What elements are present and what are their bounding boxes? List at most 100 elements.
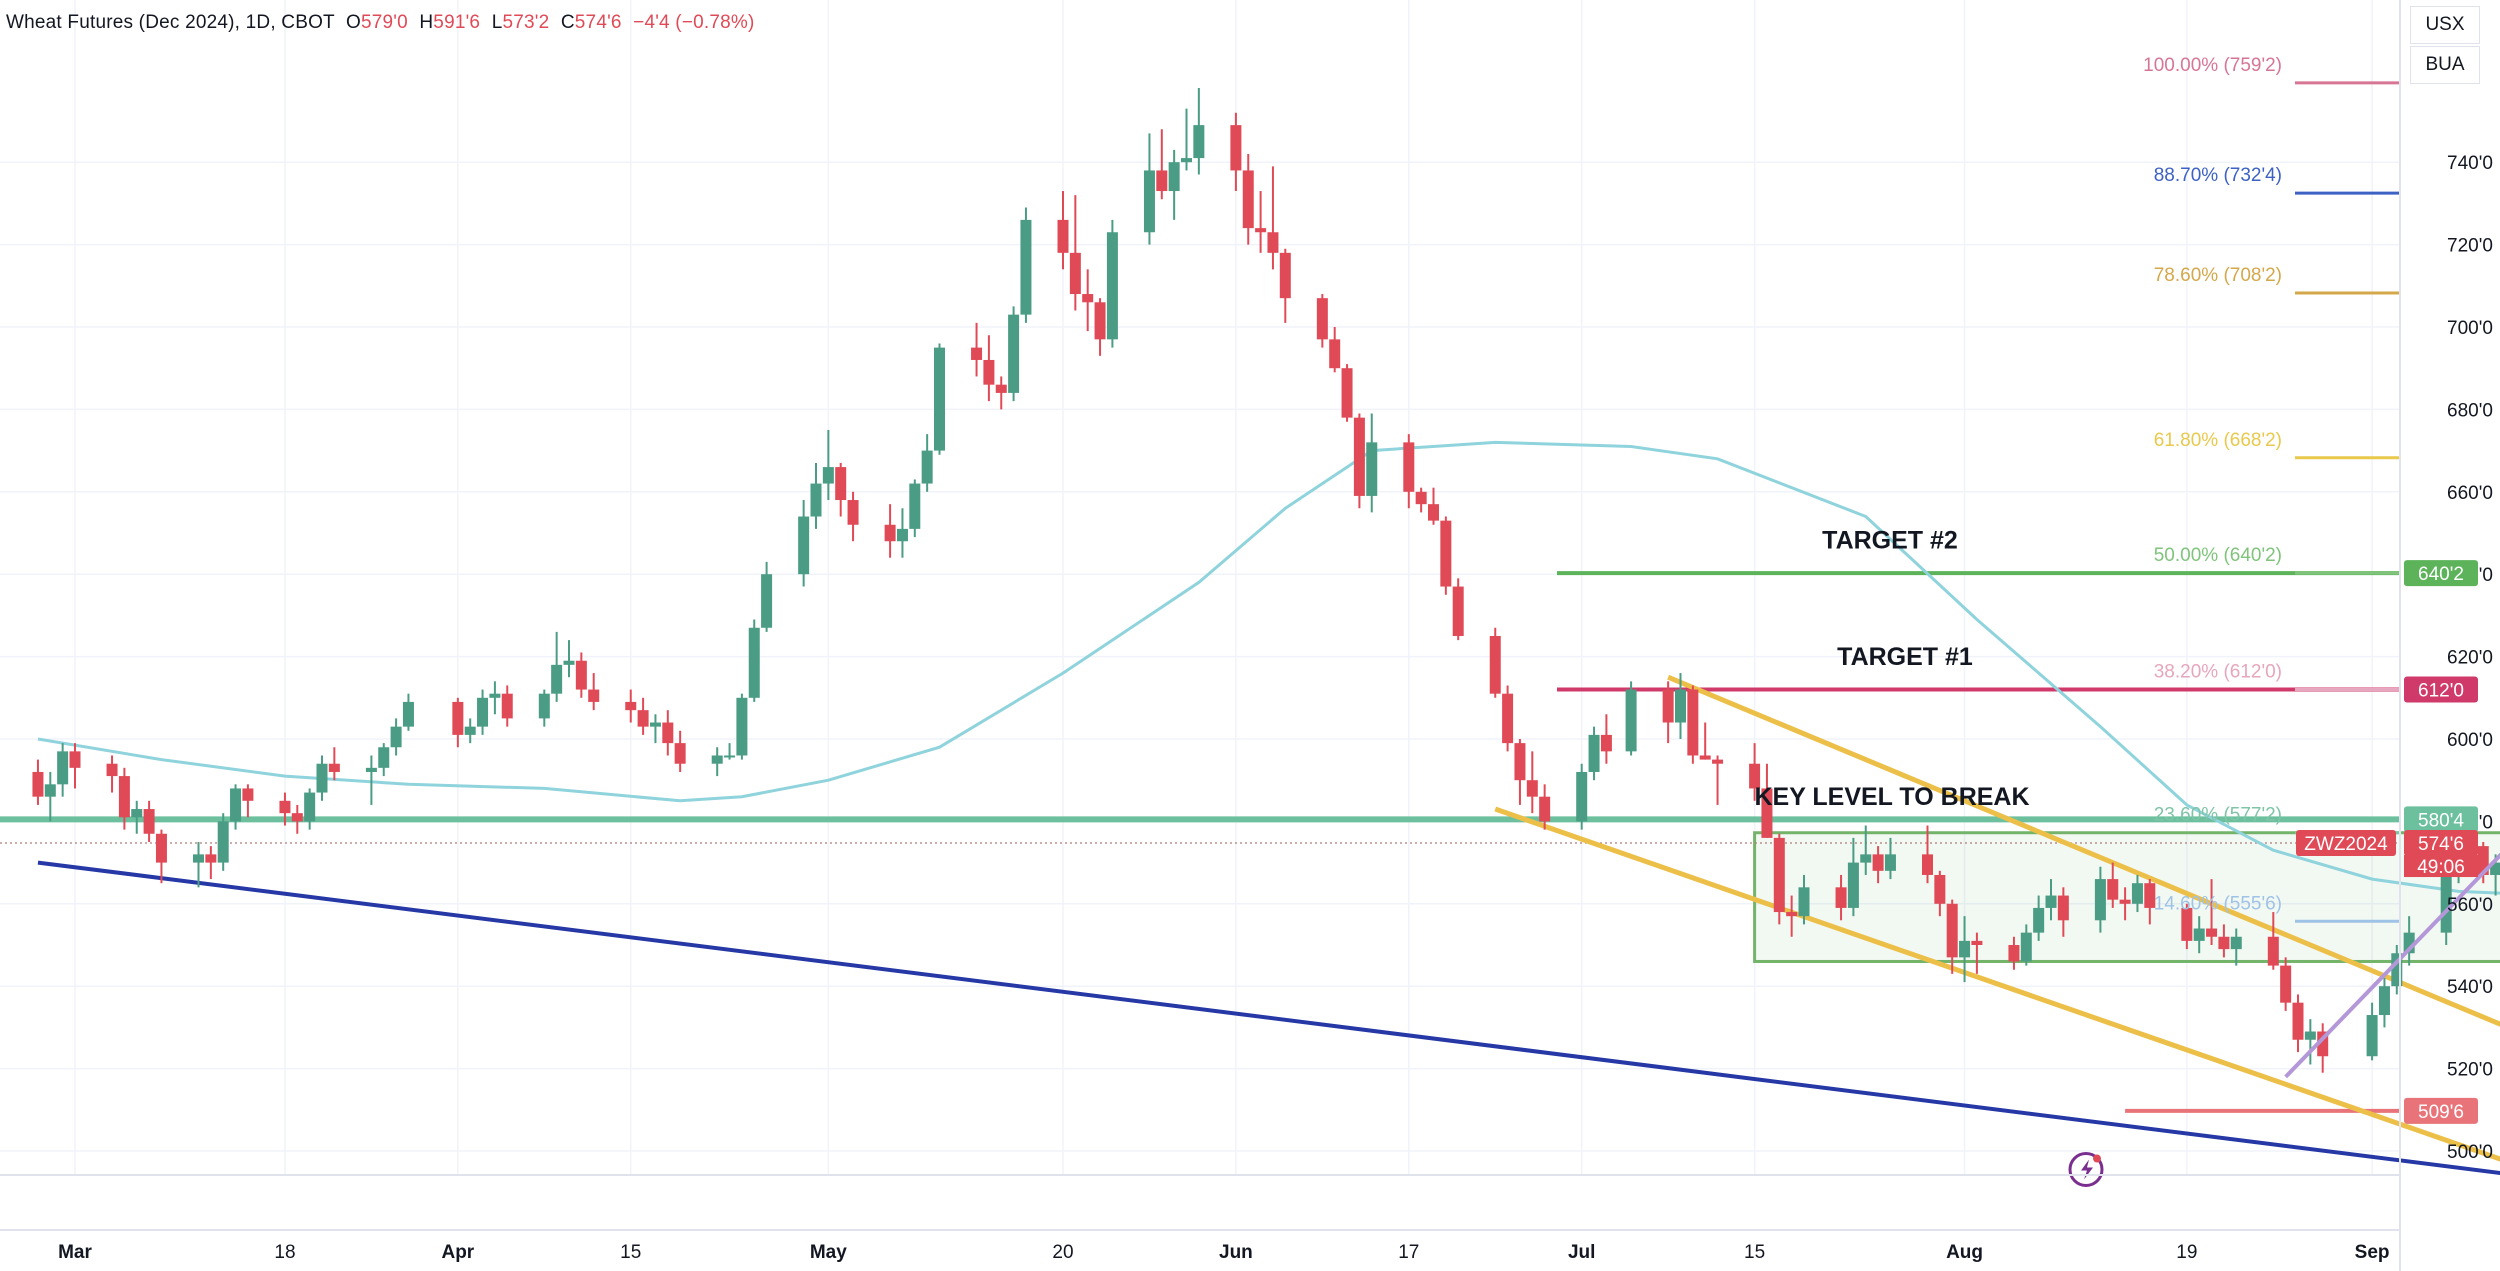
- x-tick-label: Aug: [1946, 1242, 1983, 1263]
- candle-body: [2490, 862, 2500, 875]
- target1-annotation: TARGET #1: [1837, 643, 1973, 671]
- candle-body: [1934, 874, 1946, 904]
- fib-label: 100.00% (759'2): [2143, 55, 2282, 76]
- low-label: L: [491, 12, 503, 33]
- candle-body: [2230, 936, 2242, 950]
- countdown-box: [2404, 855, 2478, 878]
- candle-body: [1069, 252, 1081, 295]
- candle-body: [1143, 170, 1155, 233]
- candle-body: [1008, 314, 1020, 393]
- change-value: −4'4 (−0.78%): [633, 12, 755, 33]
- candle-body: [1082, 294, 1094, 303]
- measure-unit-button[interactable]: BUA: [2410, 46, 2480, 84]
- candle-body: [847, 500, 859, 525]
- candle-body: [155, 833, 167, 863]
- close-value: 574'6: [574, 12, 622, 33]
- candle-body: [1094, 302, 1106, 340]
- candle-body: [983, 359, 995, 385]
- candle-body: [798, 516, 810, 575]
- fib-label: 78.60% (708'2): [2154, 265, 2282, 286]
- candle-body: [1959, 940, 1971, 958]
- candle-body: [279, 800, 291, 814]
- candle-body: [2144, 883, 2156, 908]
- candle-body: [1020, 219, 1032, 315]
- candle-body: [464, 726, 476, 735]
- candle-body: [1798, 887, 1810, 917]
- channel-lower-line: [1494, 806, 2500, 1162]
- candle-body: [588, 689, 600, 702]
- x-tick-label: Mar: [58, 1242, 92, 1263]
- candle-body: [575, 660, 587, 690]
- price-tag-text: 640'2: [2418, 564, 2464, 585]
- x-tick-label: 19: [2176, 1242, 2197, 1263]
- candle-body: [1452, 586, 1464, 636]
- open-label: O: [346, 12, 361, 33]
- moving-average-line: [37, 440, 2500, 895]
- candle-body: [748, 627, 760, 698]
- candle-body: [2317, 1031, 2329, 1057]
- candle-body: [1662, 689, 1674, 723]
- candle-body: [1279, 252, 1291, 299]
- price-tag-box: [2404, 560, 2478, 587]
- fib-label: 23.60% (577'2): [2154, 805, 2282, 826]
- candle-body: [1712, 759, 1724, 764]
- candle-body: [1749, 763, 1761, 789]
- candle-body: [2119, 899, 2131, 904]
- candle-body: [2094, 879, 2106, 921]
- candle-body: [563, 660, 575, 665]
- symbol-tag-box: [2296, 830, 2396, 857]
- candle-body: [884, 524, 896, 542]
- high-value: 591'6: [433, 12, 481, 33]
- candle-body: [2280, 965, 2292, 1003]
- candle-body: [2193, 928, 2205, 941]
- candle-body: [69, 751, 81, 768]
- candle-body: [1316, 298, 1328, 340]
- lightning-bolt-icon: [2081, 1159, 2093, 1180]
- fib-label: 61.80% (668'2): [2154, 430, 2282, 451]
- candle-body: [57, 751, 69, 785]
- candle-body: [1489, 636, 1501, 694]
- candle-body: [328, 763, 340, 772]
- fib-label: 38.20% (612'0): [2154, 662, 2282, 683]
- candle-body: [1255, 228, 1267, 233]
- candle-body: [822, 467, 834, 484]
- currency-unit-button[interactable]: USX: [2410, 6, 2480, 44]
- price-tag-text: 509'6: [2418, 1102, 2464, 1123]
- candle-body: [1403, 442, 1415, 492]
- candle-body: [402, 701, 414, 727]
- close-label: C: [560, 12, 575, 33]
- uptrend-line: [2284, 852, 2500, 1079]
- candle-body: [1699, 755, 1711, 760]
- candle-body: [501, 693, 513, 719]
- candle-body: [2020, 932, 2032, 962]
- y-tick-label: 660'0: [2447, 483, 2493, 504]
- lightning-dot-icon: [2093, 1154, 2101, 1163]
- candle-body: [1786, 912, 1798, 917]
- candle-body: [2057, 895, 2069, 921]
- y-tick-label: 500'0: [2447, 1142, 2493, 1163]
- candle-body: [1514, 743, 1526, 781]
- candle-body: [1057, 219, 1069, 253]
- candle-body: [477, 697, 489, 727]
- candle-body: [1156, 170, 1168, 192]
- price-tag-text: 574'6: [2418, 834, 2464, 855]
- candle-body: [217, 821, 229, 863]
- candle-body: [2292, 1002, 2304, 1040]
- candle-body: [2477, 846, 2489, 875]
- candle-body: [1230, 125, 1242, 171]
- candle-body: [896, 528, 908, 542]
- candle-body: [649, 722, 661, 727]
- candle-body: [106, 763, 118, 777]
- candle-body: [1329, 339, 1341, 369]
- x-tick-label: Jul: [1568, 1242, 1595, 1263]
- candle-body: [230, 788, 242, 822]
- fib-label: 14.60% (555'6): [2154, 893, 2282, 914]
- candle-body: [2391, 953, 2403, 987]
- candle-body: [2033, 907, 2045, 933]
- low-value: 573'2: [502, 12, 550, 33]
- countdown-text: 49:06: [2417, 857, 2465, 878]
- open-value: 579'0: [360, 12, 408, 33]
- candle-body: [193, 854, 204, 863]
- fib-label: 88.70% (732'4): [2154, 165, 2282, 186]
